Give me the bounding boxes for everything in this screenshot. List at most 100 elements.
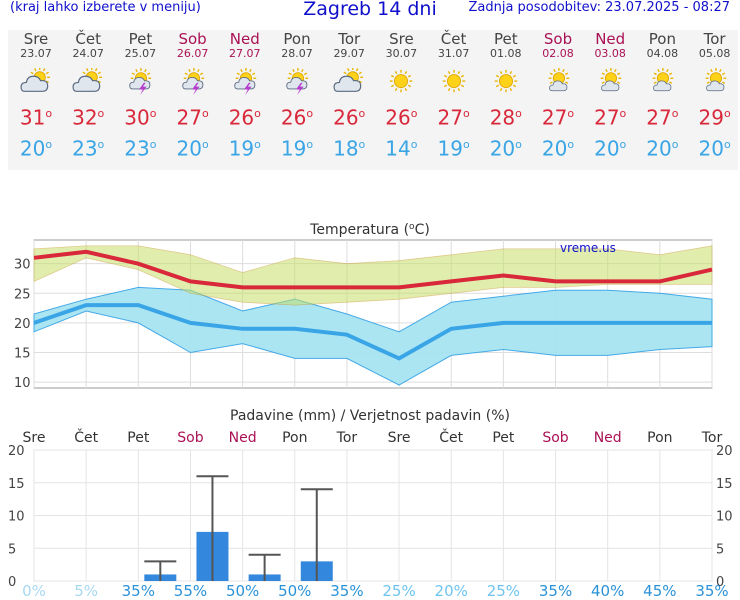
day-column: Pet 01.08 28o 20o xyxy=(480,30,532,160)
precipitation-day-label: Ned xyxy=(229,430,257,446)
day-name: Sre xyxy=(389,30,414,48)
day-date: 25.07 xyxy=(124,47,157,60)
precipitation-y-tick-left: 0 xyxy=(8,575,16,590)
precipitation-y-tick-right: 20 xyxy=(716,444,733,459)
day-date: 27.07 xyxy=(229,47,261,60)
max-temperature: 27o xyxy=(594,105,627,130)
day-column: Pon 28.07 26o 19o xyxy=(271,30,323,160)
max-temperature: 30o xyxy=(124,105,157,130)
precipitation-probability: 50% xyxy=(225,582,260,600)
precipitation-probability: 50% xyxy=(278,582,312,600)
max-temperature-range-band xyxy=(33,245,713,306)
min-temperature: 20o xyxy=(176,136,209,161)
day-date: 23.07 xyxy=(20,47,52,60)
precipitation-day-label: Sre xyxy=(388,430,411,446)
precipitation-y-tick-left: 15 xyxy=(8,477,25,492)
day-name: Ned xyxy=(595,30,626,48)
precipitation-probability: 35% xyxy=(330,582,364,600)
precipitation-day-label: Sob xyxy=(177,430,203,446)
min-temperature: 18o xyxy=(333,136,366,161)
thunderstorm-icon xyxy=(234,68,256,96)
day-name: Sob xyxy=(543,30,573,48)
precipitation-day-label: Pon xyxy=(282,430,307,446)
day-column: Tor 29.07 26o 18o xyxy=(323,30,375,160)
thunderstorm-icon xyxy=(181,68,204,96)
min-temperature: 20o xyxy=(541,136,575,161)
mostly-sunny-icon xyxy=(548,68,570,92)
day-date: 31.07 xyxy=(437,47,470,60)
max-temperature: 26o xyxy=(280,105,314,130)
sunny-icon xyxy=(390,69,413,93)
precipitation-y-tick-right: 10 xyxy=(716,510,733,525)
max-temperature: 28o xyxy=(489,105,522,130)
precipitation-probability: 45% xyxy=(643,582,677,600)
min-temperature: 23o xyxy=(124,136,157,161)
max-temperature: 26o xyxy=(385,105,418,130)
precipitation-probability: 0% xyxy=(22,582,46,600)
precipitation-probability: 25% xyxy=(486,582,521,600)
day-column: Sob 02.08 27o 20o xyxy=(532,30,584,160)
day-name: Sob xyxy=(178,30,207,48)
day-name: Tor xyxy=(338,30,361,48)
day-date: 28.07 xyxy=(281,47,313,60)
day-date: 04.08 xyxy=(646,47,679,60)
precipitation-day-label: Sob xyxy=(542,430,568,446)
precipitation-day-label: Sre xyxy=(23,430,46,446)
precipitation-y-tick-left: 20 xyxy=(8,444,25,459)
day-name: Pet xyxy=(128,30,153,48)
day-date: 05.08 xyxy=(698,47,731,60)
max-temperature: 31o xyxy=(19,105,53,130)
temperature-y-tick: 15 xyxy=(14,346,31,361)
min-temperature: 20o xyxy=(594,136,627,161)
precipitation-y-tick-right: 5 xyxy=(716,542,724,557)
precipitation-y-tick-left: 5 xyxy=(8,542,16,557)
min-temperature: 20o xyxy=(489,136,522,161)
max-temperature: 29o xyxy=(698,105,731,130)
day-date: 03.08 xyxy=(594,47,626,60)
partly-cloudy-icon xyxy=(72,68,103,92)
precipitation-probability: 20% xyxy=(434,582,468,600)
day-column: Sre 23.07 31o 20o xyxy=(10,30,62,160)
precipitation-probability: 35% xyxy=(121,582,155,600)
min-temperature: 19o xyxy=(280,136,314,161)
precipitation-y-tick-right: 0 xyxy=(716,575,724,590)
location-menu-hint[interactable]: (kraj lahko izberete v meniju) xyxy=(10,0,201,15)
precipitation-probability: 25% xyxy=(382,582,416,600)
partly-cloudy-icon xyxy=(20,68,50,92)
forecast-strip: Sre 23.07 31o 20o Čet 24.07 32o 23o Pet 25.07 3… xyxy=(8,30,738,170)
max-temperature: 26o xyxy=(333,105,366,130)
day-column: Sob 26.07 27o 20o xyxy=(167,30,219,160)
max-temperature: 32o xyxy=(72,105,105,130)
last-update-text: Zadnja posodobitev: 23.07.2025 - 08:27 xyxy=(468,0,730,15)
precipitation-probability: 40% xyxy=(591,582,625,600)
min-temperature: 20o xyxy=(646,136,679,161)
min-temperature: 19o xyxy=(437,136,470,161)
precipitation-day-label: Tor xyxy=(336,430,358,446)
min-temperature: 23o xyxy=(72,136,105,161)
sunny-icon xyxy=(442,69,465,93)
precipitation-day-label: Pet xyxy=(492,430,515,446)
thunderstorm-icon xyxy=(286,68,309,96)
sunny-icon xyxy=(494,69,517,93)
precipitation-day-label: Ned xyxy=(594,430,622,446)
chart-watermark: vreme.us xyxy=(560,241,616,255)
day-name: Sre xyxy=(23,30,49,48)
day-column: Ned 27.07 26o 19o xyxy=(219,30,271,160)
mostly-sunny-icon xyxy=(653,68,674,92)
day-date: 26.07 xyxy=(176,47,209,60)
precipitation-probability: 55% xyxy=(173,582,208,600)
day-date: 24.07 xyxy=(72,47,104,60)
day-date: 30.07 xyxy=(385,47,418,60)
precipitation-probability: 35% xyxy=(695,582,729,600)
temperature-y-tick: 25 xyxy=(14,287,31,302)
thunderstorm-icon xyxy=(129,68,152,96)
day-column: Tor 05.08 29o 20o xyxy=(689,30,740,160)
day-column: Pon 04.08 27o 20o xyxy=(636,30,688,160)
day-date: 01.08 xyxy=(490,47,522,60)
precipitation-probability: 35% xyxy=(538,582,573,600)
day-name: Tor xyxy=(703,30,726,48)
header-bar: (kraj lahko izberete v meniju) Zagreb 14… xyxy=(0,0,740,22)
day-date: 29.07 xyxy=(333,47,365,60)
mostly-sunny-icon xyxy=(600,68,622,92)
